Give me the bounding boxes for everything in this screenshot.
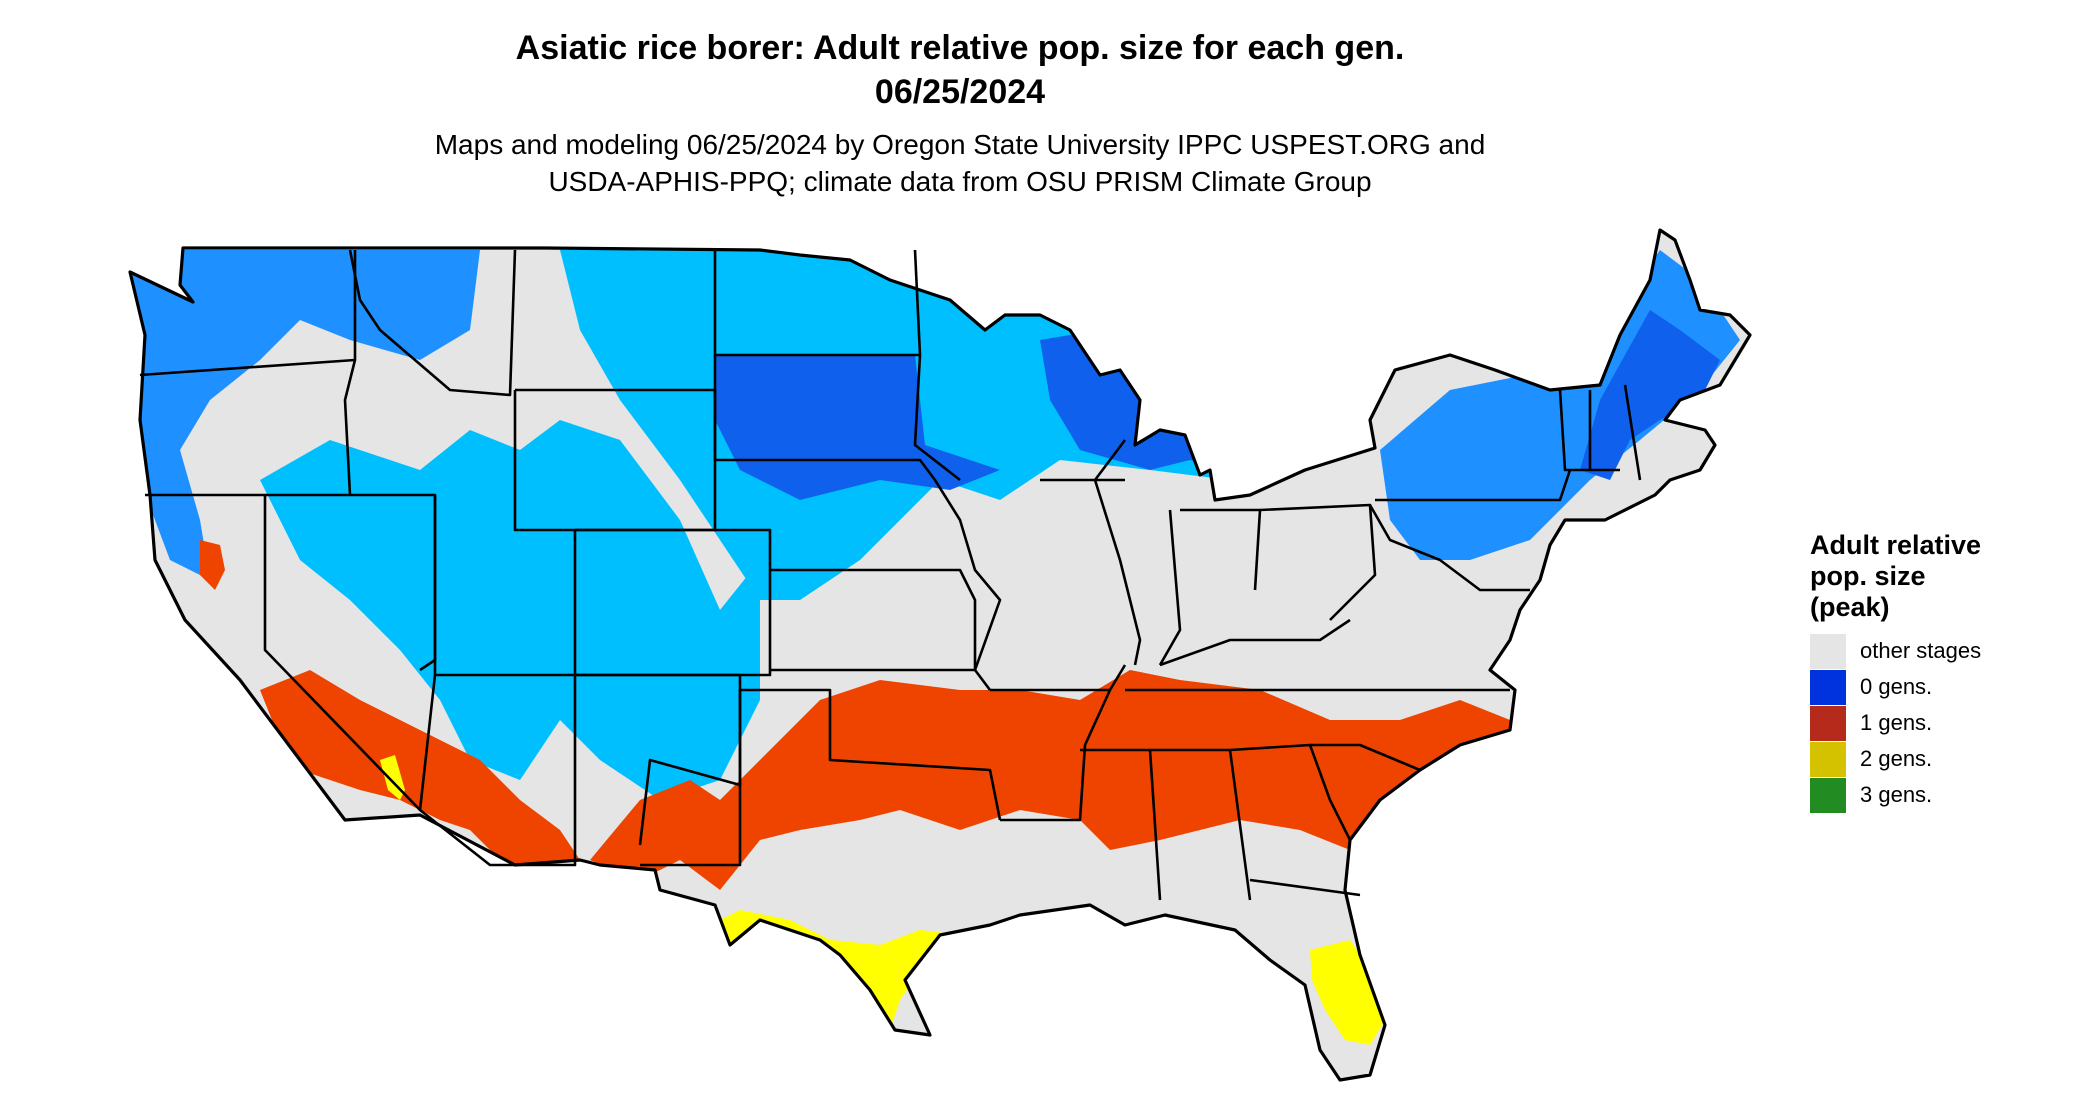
red-zone-southwest — [260, 670, 580, 870]
blue-zone-new-england-dark — [1580, 310, 1720, 480]
legend-item-2-gens: 2 gens. — [1810, 741, 1981, 777]
state-border — [1259, 503, 1377, 621]
legend-label-1-gens: 1 gens. — [1860, 710, 1933, 735]
state-borders — [139, 249, 1642, 901]
state-border — [1558, 389, 1620, 472]
blue-zone-dakotas-dark — [715, 355, 1000, 500]
state-border — [1000, 689, 1112, 822]
red-zone-southern-band — [590, 670, 1510, 890]
state-border — [715, 458, 937, 481]
green-zone-florida-keys — [1330, 1092, 1372, 1108]
map-subtitle-line2: USDA-APHIS-PPQ; climate data from OSU PR… — [548, 166, 1372, 197]
legend-label-other-stages: other stages — [1860, 638, 1982, 663]
state-border — [1229, 743, 1352, 841]
blue-zone-northern-plains — [560, 250, 1320, 600]
state-border — [1159, 618, 1351, 667]
state-border — [1310, 743, 1421, 772]
legend-title-line2: pop. size — [1810, 561, 1926, 591]
map-subtitle: Maps and modeling 06/25/2024 by Oregon S… — [0, 126, 1920, 200]
legend-item-3-gens: 3 gens. — [1810, 777, 1981, 813]
red-zone-central-valley — [200, 540, 225, 590]
legend-swatch-2-gens — [1810, 741, 1846, 777]
blue-zone-rockies — [260, 420, 760, 800]
legend-swatch-other-stages — [1810, 633, 1846, 669]
state-border — [740, 688, 1002, 821]
us-outline — [128, 228, 1752, 1082]
state-border — [1368, 504, 1530, 592]
blue-zone-northwest — [130, 250, 480, 580]
map-subtitle-line1: Maps and modeling 06/25/2024 by Oregon S… — [434, 129, 1486, 160]
legend-label-0-gens: 0 gens. — [1860, 674, 1933, 699]
state-border — [1623, 384, 1642, 481]
state-border — [418, 674, 577, 867]
legend-item-1-gens: 1 gens. — [1810, 705, 1981, 741]
state-border — [1093, 439, 1142, 666]
legend-swatch-3-gens — [1810, 777, 1846, 813]
state-border — [638, 690, 742, 846]
legend-item-0-gens: 0 gens. — [1810, 669, 1981, 705]
state-border — [343, 359, 357, 496]
legend-title: Adult relative pop. size (peak) — [1810, 530, 1981, 623]
state-border — [348, 249, 517, 397]
state-border — [145, 493, 421, 811]
legend-swatch-1-gens — [1810, 705, 1846, 741]
legend-item-other-stages: other stages — [1810, 633, 1981, 669]
state-border — [933, 479, 1002, 691]
map-title-line1: Asiatic rice borer: Adult relative pop. … — [515, 29, 1405, 67]
state-border — [1158, 509, 1182, 666]
legend-title-line1: Adult relative — [1810, 530, 1982, 560]
state-border — [433, 495, 577, 677]
state-border — [913, 354, 961, 482]
map-fill — [130, 230, 1750, 1108]
legend-label-3-gens: 3 gens. — [1860, 782, 1933, 807]
legend-label-2-gens: 2 gens. — [1860, 746, 1933, 771]
legend: Adult relative pop. size (peak) other st… — [1810, 530, 1981, 813]
map-title: Asiatic rice borer: Adult relative pop. … — [0, 26, 1920, 114]
state-border — [1375, 469, 1572, 502]
legend-title-line3: (peak) — [1810, 592, 1890, 622]
map-title-date: 06/25/2024 — [874, 73, 1046, 111]
state-border — [1249, 878, 1361, 897]
legend-swatch-0-gens — [1810, 669, 1846, 705]
state-border — [770, 568, 977, 672]
